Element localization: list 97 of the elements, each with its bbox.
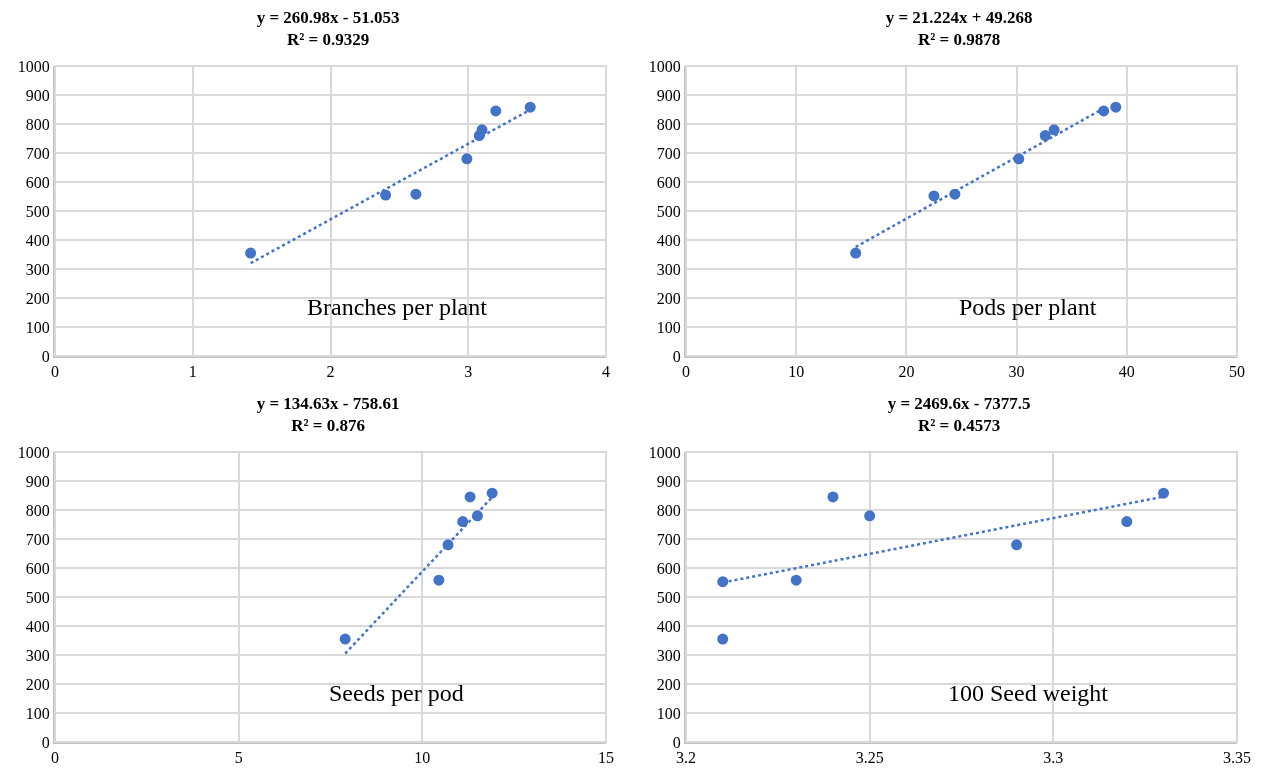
x-tick-label: 5 (234, 749, 243, 767)
point (928, 190, 940, 202)
point (464, 491, 476, 503)
y-tick-label: 300 (656, 646, 681, 664)
y-tick-label: 500 (25, 202, 50, 220)
x-tick-label: 50 (1229, 363, 1245, 381)
y-tick-label: 0 (41, 347, 50, 365)
y-tick-label: 200 (25, 675, 50, 693)
point (524, 101, 536, 113)
annotation: Pods per plant (959, 294, 1097, 320)
annotation: 100 Seed weight (948, 680, 1109, 706)
point (1011, 539, 1023, 551)
point (717, 633, 729, 645)
y-tick-label: 700 (25, 530, 50, 548)
y-tick-label: 100 (656, 318, 681, 336)
point (790, 574, 802, 586)
chart-subtitle: R² = 0.4573 (917, 416, 1001, 436)
y-tick-label: 600 (25, 559, 50, 577)
point (1158, 487, 1170, 499)
x-tick-label: 15 (598, 749, 614, 767)
y-tick-label: 700 (656, 144, 681, 162)
point (1110, 101, 1122, 113)
point (850, 247, 862, 259)
point (457, 516, 469, 528)
point (1121, 516, 1133, 528)
point (1039, 130, 1051, 142)
point (486, 487, 498, 499)
point (339, 633, 351, 645)
chart-subtitle: R² = 0.9878 (917, 30, 1001, 50)
x-tick-label: 10 (788, 363, 805, 381)
y-tick-label: 1000 (17, 443, 50, 461)
x-tick-label: 1 (188, 363, 197, 381)
y-tick-label: 700 (656, 530, 681, 548)
y-tick-label: 200 (25, 289, 50, 307)
y-tick-label: 900 (25, 86, 50, 104)
chart-title: y = 21.224x + 49.268 (885, 8, 1033, 28)
y-tick-label: 500 (656, 588, 681, 606)
y-tick-label: 300 (656, 260, 681, 278)
y-tick-label: 100 (25, 318, 50, 336)
point (864, 510, 876, 522)
y-tick-label: 900 (25, 472, 50, 490)
annotation: Branches per plant (307, 294, 488, 320)
point (717, 576, 729, 588)
y-tick-label: 0 (672, 733, 681, 751)
chart-title: y = 2469.6x - 7377.5 (887, 394, 1031, 414)
x-tick-label: 3.35 (1223, 749, 1251, 767)
y-tick-label: 300 (25, 646, 50, 664)
y-tick-label: 0 (672, 347, 681, 365)
y-tick-label: 200 (656, 675, 681, 693)
point (827, 491, 839, 503)
point (476, 124, 488, 136)
y-tick-label: 600 (656, 173, 681, 191)
y-tick-label: 1000 (648, 443, 681, 461)
y-tick-label: 400 (656, 231, 681, 249)
y-tick-label: 100 (656, 704, 681, 722)
x-tick-label: 4 (602, 363, 610, 381)
y-tick-label: 800 (656, 115, 681, 133)
x-tick-label: 40 (1118, 363, 1135, 381)
y-tick-label: 0 (41, 733, 50, 751)
y-tick-label: 1000 (648, 57, 681, 75)
y-tick-label: 1000 (17, 57, 50, 75)
point (433, 574, 445, 586)
x-tick-label: 30 (1008, 363, 1025, 381)
chart-title: y = 134.63x - 758.61 (256, 394, 400, 414)
point (461, 153, 473, 165)
x-tick-label: 3 (464, 363, 473, 381)
y-tick-label: 900 (656, 86, 681, 104)
x-tick-label: 2 (326, 363, 335, 381)
y-tick-label: 600 (25, 173, 50, 191)
y-tick-label: 300 (25, 260, 50, 278)
chart-subtitle: R² = 0.9329 (286, 30, 370, 50)
y-tick-label: 400 (25, 617, 50, 635)
chart-subtitle: R² = 0.876 (291, 416, 366, 436)
annotation: Seeds per pod (329, 680, 464, 706)
y-tick-label: 800 (25, 501, 50, 519)
y-tick-label: 200 (656, 289, 681, 307)
y-tick-label: 900 (656, 472, 681, 490)
point (1048, 124, 1060, 136)
y-tick-label: 500 (25, 588, 50, 606)
y-tick-label: 500 (656, 202, 681, 220)
chart-title: y = 260.98x - 51.053 (256, 8, 400, 28)
y-tick-label: 100 (25, 704, 50, 722)
y-tick-label: 800 (25, 115, 50, 133)
point (380, 189, 392, 201)
y-tick-label: 400 (656, 617, 681, 635)
point (245, 247, 257, 259)
x-tick-label: 3.25 (855, 749, 884, 767)
x-tick-label: 10 (414, 749, 431, 767)
point (490, 105, 502, 117)
y-tick-label: 800 (656, 501, 681, 519)
x-tick-label: 20 (898, 363, 915, 381)
x-tick-label: 3.3 (1043, 749, 1064, 767)
y-tick-label: 600 (656, 559, 681, 577)
x-tick-label: 3.2 (676, 749, 696, 767)
point (410, 188, 422, 200)
y-tick-label: 400 (25, 231, 50, 249)
y-tick-label: 700 (25, 144, 50, 162)
